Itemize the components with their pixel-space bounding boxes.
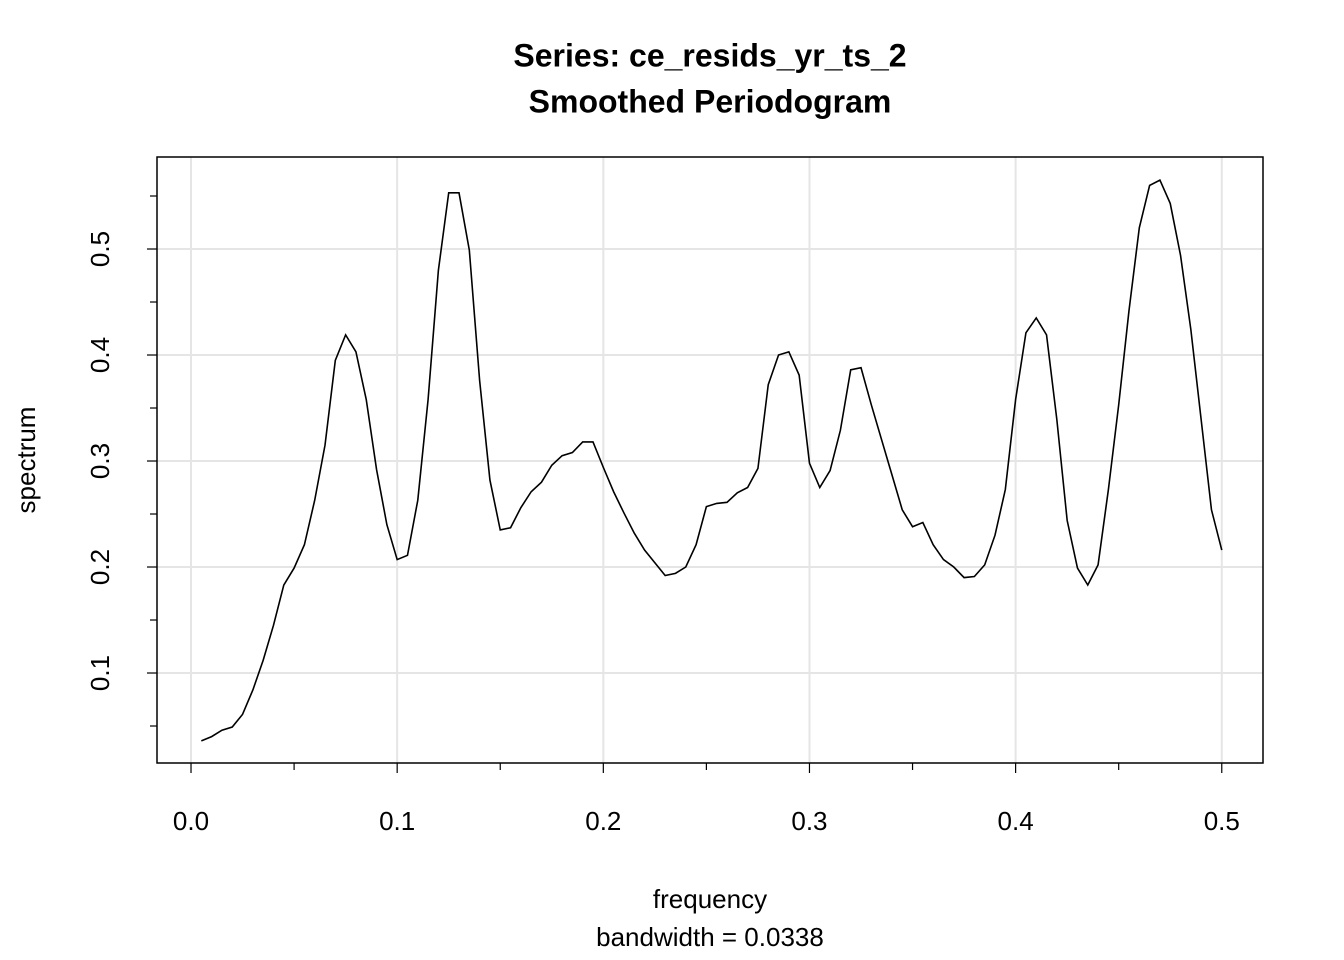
- series-line: [201, 179, 1223, 742]
- y-tick-label: 0.2: [85, 549, 115, 585]
- x-tick-label: 0.5: [1204, 806, 1240, 836]
- chart-title: Series: ce_resids_yr_ts_2: [513, 37, 906, 73]
- x-tick-label: 0.4: [998, 806, 1034, 836]
- y-axis-label: spectrum: [11, 407, 41, 514]
- y-tick-label: 0.3: [85, 443, 115, 479]
- x-tick-label: 0.0: [173, 806, 209, 836]
- x-tick-label: 0.3: [791, 806, 827, 836]
- x-axis-label: frequency: [653, 884, 767, 914]
- plot-frame: [156, 156, 1264, 764]
- x-axis-note: bandwidth = 0.0338: [596, 922, 824, 952]
- y-tick-label: 0.1: [85, 655, 115, 691]
- x-tick-label: 0.2: [585, 806, 621, 836]
- y-tick-label: 0.4: [85, 337, 115, 373]
- x-tick-label: 0.1: [379, 806, 415, 836]
- chart-subtitle: Smoothed Periodogram: [529, 83, 892, 119]
- y-tick-label: 0.5: [85, 231, 115, 267]
